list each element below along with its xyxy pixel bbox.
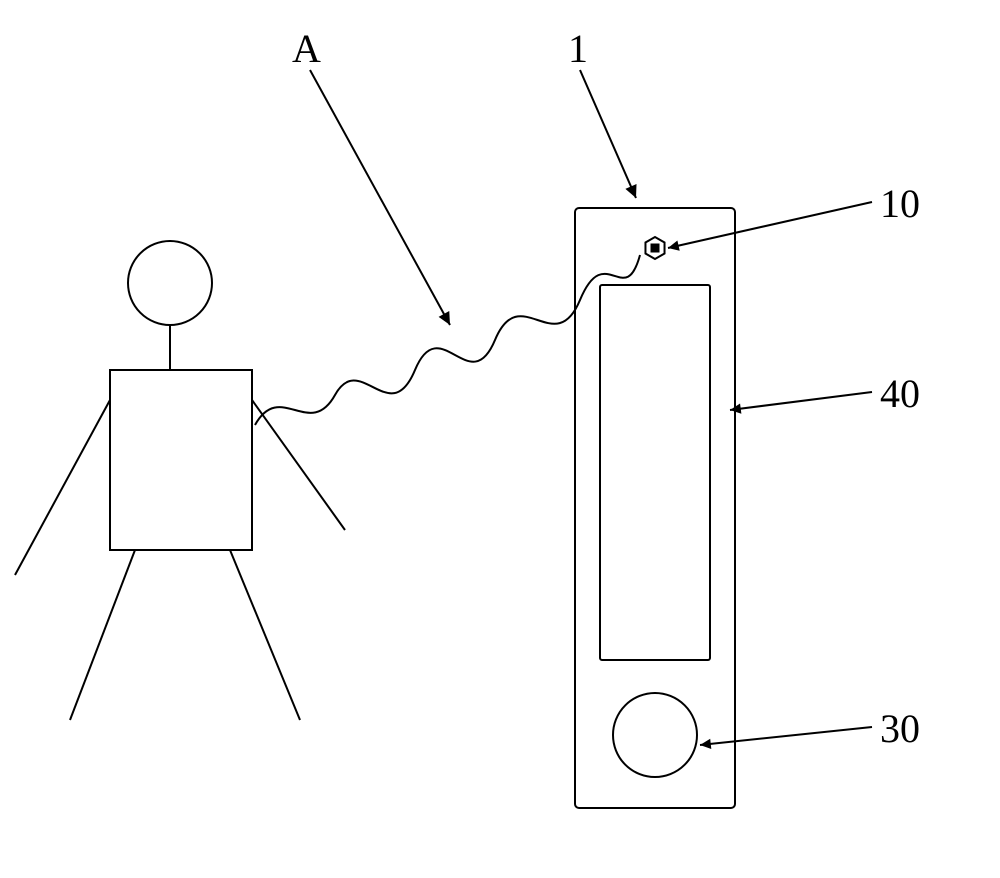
arrow-40 <box>730 392 872 410</box>
person-head-icon <box>128 241 212 325</box>
label-1: 1 <box>568 25 588 72</box>
signal-wave-icon <box>255 255 640 425</box>
arrow-30 <box>700 727 872 745</box>
label-10: 10 <box>880 180 920 227</box>
diagram-canvas <box>0 0 1000 878</box>
arrow-1 <box>580 70 636 198</box>
arrow-a <box>310 70 450 325</box>
label-40: 40 <box>880 370 920 417</box>
label-30: 30 <box>880 705 920 752</box>
speaker-icon <box>613 693 697 777</box>
label-a: A <box>292 25 321 72</box>
person-torso <box>110 370 252 550</box>
sensor-core-icon <box>651 244 660 253</box>
device-panel <box>600 285 710 660</box>
